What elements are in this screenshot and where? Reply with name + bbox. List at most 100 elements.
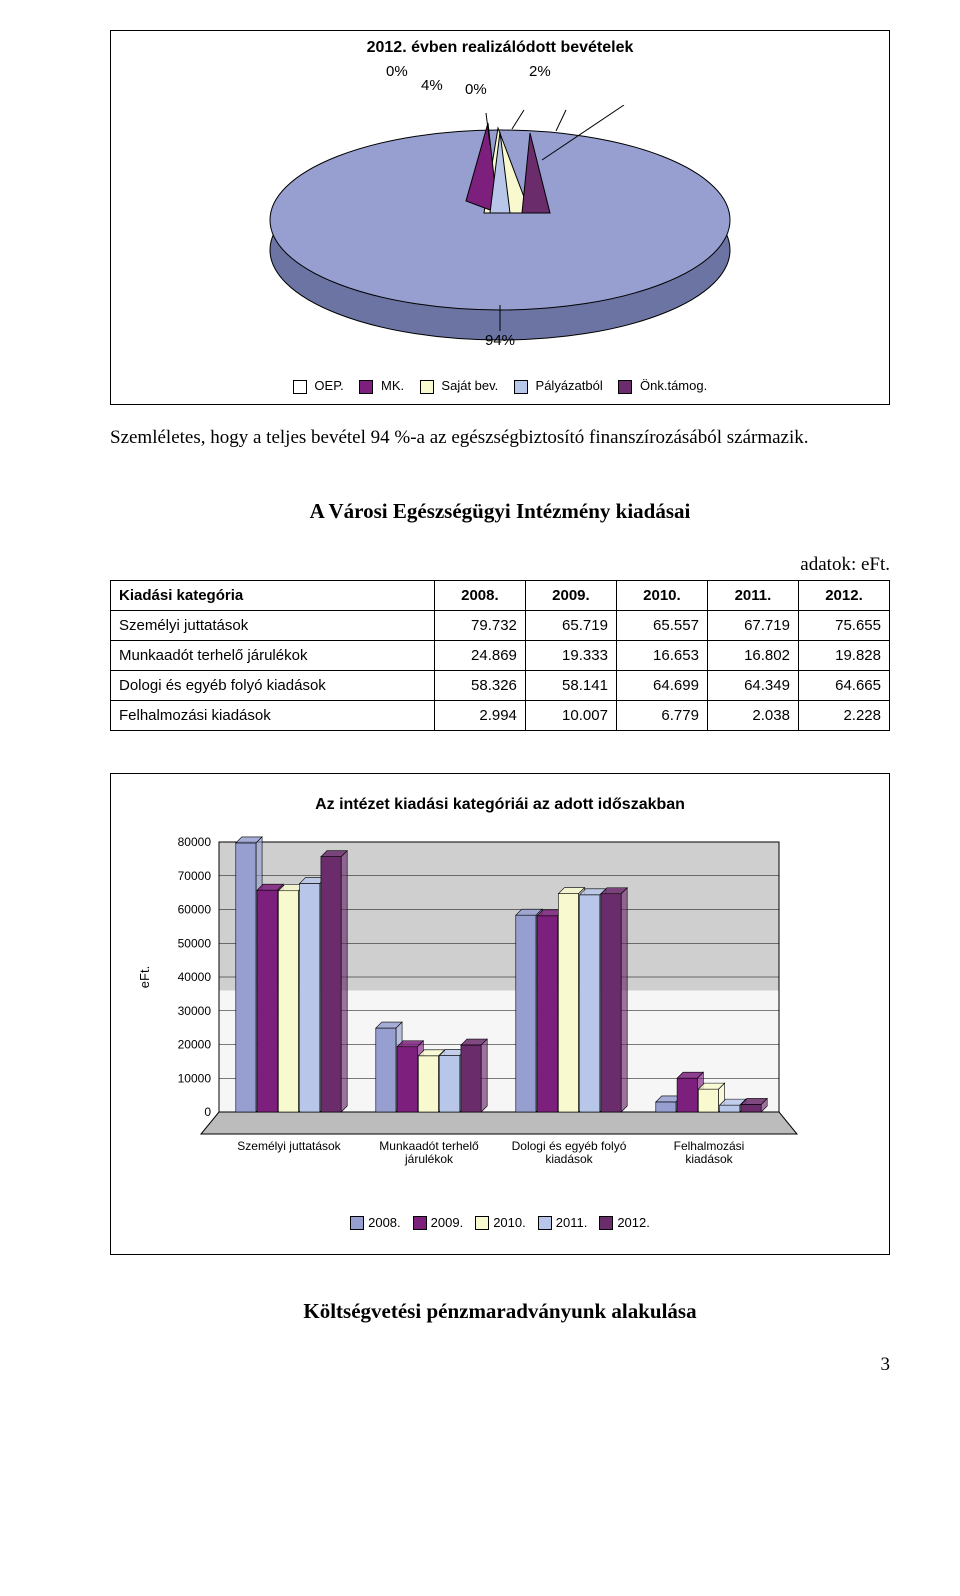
table-cell: 19.828 <box>798 640 889 670</box>
pie-pct-2: 2% <box>529 63 551 80</box>
legend-label: Pályázatból <box>536 378 603 393</box>
table-cell: 2.038 <box>707 700 798 730</box>
bar-legend-item: 2011. <box>538 1215 588 1231</box>
legend-swatch <box>618 380 632 394</box>
col-header: 2009. <box>525 580 616 610</box>
pie-legend-item-4: Önk.támog. <box>618 378 707 394</box>
legend-swatch <box>359 380 373 394</box>
bar-ytick: 40000 <box>178 970 212 984</box>
legend-label: MK. <box>381 378 404 393</box>
col-header: 2008. <box>434 580 525 610</box>
intro-paragraph: Szemléletes, hogy a teljes bevétel 94 %-… <box>110 427 890 449</box>
bar-legend-item: 2009. <box>413 1215 464 1231</box>
pie-pct-0b: 0% <box>465 81 487 98</box>
row-label: Személyi juttatások <box>111 610 435 640</box>
table-row: Dologi és egyéb folyó kiadások58.32658.1… <box>111 670 890 700</box>
table-cell: 67.719 <box>707 610 798 640</box>
pie-legend-item-0: OEP. <box>293 378 344 394</box>
table-caption: adatok: eFt. <box>110 554 890 576</box>
pie-legend-item-2: Saját bev. <box>420 378 498 394</box>
bar-category-label: kiadások <box>545 1152 593 1166</box>
table-row: Munkaadót terhelő járulékok24.86919.3331… <box>111 640 890 670</box>
table-row: Személyi juttatások79.73265.71965.55767.… <box>111 610 890 640</box>
pie-chart-box: 2012. évben realizálódott bevételek 0% 4… <box>110 30 890 405</box>
table-cell: 2.994 <box>434 700 525 730</box>
table-row: Felhalmozási kiadások2.99410.0076.7792.0… <box>111 700 890 730</box>
table-cell: 79.732 <box>434 610 525 640</box>
bar-ytick: 10000 <box>178 1071 212 1085</box>
pie-legend-item-1: MK. <box>359 378 404 394</box>
table-cell: 64.665 <box>798 670 889 700</box>
bar-legend: 2008. 2009. 2010. 2011. 2012. <box>127 1215 873 1231</box>
bar-category-label: Dologi és egyéb folyó <box>512 1139 627 1153</box>
table-cell: 75.655 <box>798 610 889 640</box>
table-cell: 24.869 <box>434 640 525 670</box>
col-header: 2010. <box>616 580 707 610</box>
legend-swatch <box>350 1216 364 1230</box>
section-title: A Városi Egészségügyi Intézmény kiadásai <box>110 499 890 524</box>
pie-legend-item-3: Pályázatból <box>514 378 603 394</box>
bar-legend-item: 2010. <box>475 1215 526 1231</box>
page-number: 3 <box>110 1354 890 1376</box>
bar-chart-title: Az intézet kiadási kategóriái az adott i… <box>127 796 873 814</box>
pie-pct-94: 94% <box>485 332 515 349</box>
bar-category-label: Személyi juttatások <box>237 1139 341 1153</box>
bar-ytick: 60000 <box>178 902 212 916</box>
bar-ytick: 80000 <box>178 835 212 849</box>
bottom-title: Költségvetési pénzmaradványunk alakulása <box>110 1299 890 1324</box>
col-header: 2011. <box>707 580 798 610</box>
col-header: Kiadási kategória <box>111 580 435 610</box>
row-label: Felhalmozási kiadások <box>111 700 435 730</box>
bar-chart-box: Az intézet kiadási kategóriái az adott i… <box>110 773 890 1256</box>
pie-svg: 94% <box>230 105 770 355</box>
legend-label: Saját bev. <box>441 378 498 393</box>
bar-category-label: Felhalmozási <box>674 1139 745 1153</box>
legend-label: 2011. <box>556 1215 588 1230</box>
row-label: Munkaadót terhelő járulékok <box>111 640 435 670</box>
legend-swatch <box>599 1216 613 1230</box>
legend-label: 2009. <box>431 1215 464 1230</box>
bar-ytick: 0 <box>204 1105 211 1119</box>
legend-label: Önk.támog. <box>640 378 707 393</box>
bar-ytick: 30000 <box>178 1003 212 1017</box>
table-cell: 58.141 <box>525 670 616 700</box>
table-cell: 10.007 <box>525 700 616 730</box>
table-cell: 16.653 <box>616 640 707 670</box>
bar-y-axis-label: eFt. <box>137 965 152 987</box>
table-cell: 6.779 <box>616 700 707 730</box>
data-table: Kiadási kategória 2008. 2009. 2010. 2011… <box>110 580 890 731</box>
legend-swatch <box>514 380 528 394</box>
pie-chart-title: 2012. évben realizálódott bevételek <box>121 39 879 57</box>
bar-legend-item: 2012. <box>599 1215 650 1231</box>
pie-pct-0a: 0% <box>386 63 408 80</box>
table-header-row: Kiadási kategória 2008. 2009. 2010. 2011… <box>111 580 890 610</box>
table-cell: 19.333 <box>525 640 616 670</box>
col-header: 2012. <box>798 580 889 610</box>
table-cell: 64.349 <box>707 670 798 700</box>
row-label: Dologi és egyéb folyó kiadások <box>111 670 435 700</box>
bar-ytick: 20000 <box>178 1037 212 1051</box>
bar-category-label: járulékok <box>404 1152 454 1166</box>
table-cell: 2.228 <box>798 700 889 730</box>
bar-category-label: kiadások <box>685 1152 733 1166</box>
bar-ytick: 50000 <box>178 936 212 950</box>
bar-ytick: 70000 <box>178 868 212 882</box>
legend-swatch <box>538 1216 552 1230</box>
table-cell: 64.699 <box>616 670 707 700</box>
bar-legend-item: 2008. <box>350 1215 401 1231</box>
pie-legend: OEP. MK. Saját bev. Pályázatból Önk.támo… <box>121 378 879 394</box>
legend-swatch <box>293 380 307 394</box>
legend-label: 2008. <box>368 1215 401 1230</box>
bar-svg: eFt. 0 10000 20000 30000 40000 50000 60000 70000… <box>127 832 847 1192</box>
table-cell: 65.557 <box>616 610 707 640</box>
legend-swatch <box>475 1216 489 1230</box>
legend-label: OEP. <box>314 378 343 393</box>
pie-pct-4: 4% <box>421 77 443 94</box>
legend-label: 2010. <box>493 1215 526 1230</box>
pie-chart-plot: 94% <box>121 105 879 360</box>
table-cell: 58.326 <box>434 670 525 700</box>
table-cell: 16.802 <box>707 640 798 670</box>
bar-category-label: Munkaadót terhelő <box>379 1139 479 1153</box>
legend-swatch <box>413 1216 427 1230</box>
table-cell: 65.719 <box>525 610 616 640</box>
